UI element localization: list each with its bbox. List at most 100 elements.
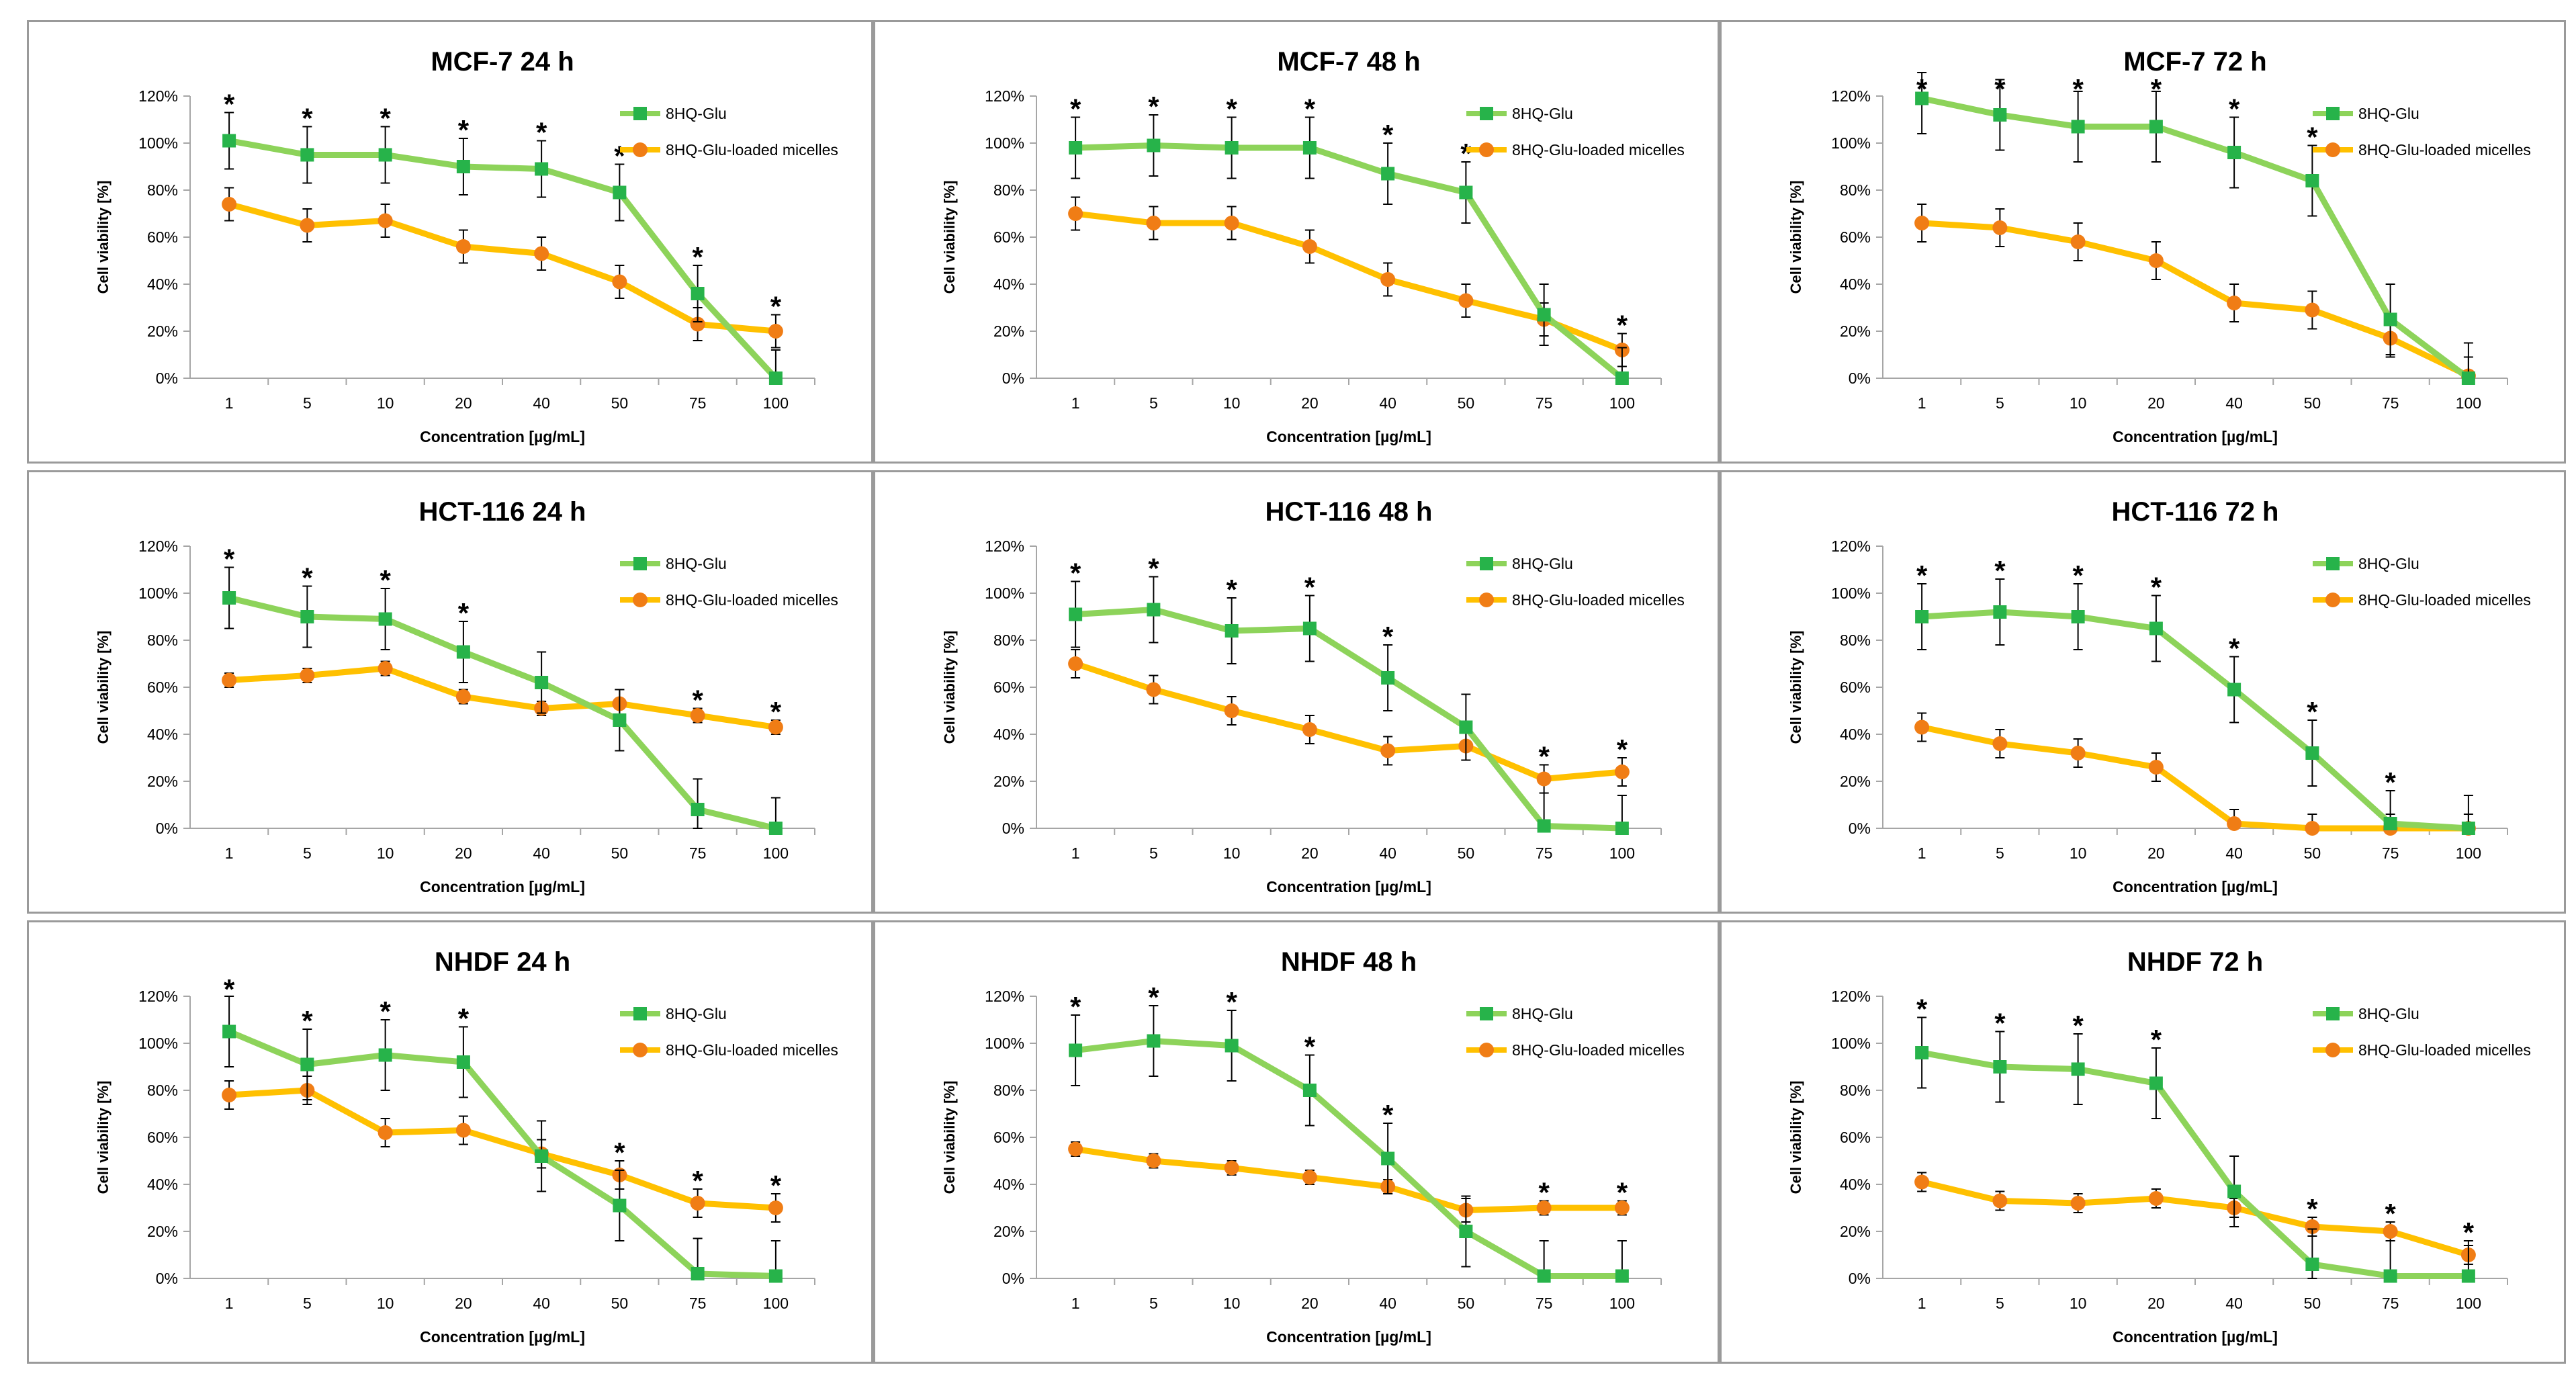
x-tick-label: 100 xyxy=(1609,1295,1635,1312)
y-tick-label: 80% xyxy=(1840,181,1871,199)
series-line xyxy=(1918,220,2472,379)
x-tick-label: 10 xyxy=(377,1295,394,1312)
data-point xyxy=(2305,821,2320,836)
data-point xyxy=(2305,302,2320,318)
significance-asterisk: * xyxy=(1382,1099,1394,1131)
significance-asterisk: * xyxy=(224,543,235,575)
y-tick-label: 0% xyxy=(1849,820,1871,837)
data-point xyxy=(455,689,471,704)
data-point xyxy=(690,1196,705,1211)
data-point xyxy=(2383,817,2397,830)
y-tick-label: 100% xyxy=(985,584,1024,602)
x-tick-label: 10 xyxy=(1223,1295,1241,1312)
x-tick-label: 40 xyxy=(1379,394,1396,412)
data-point xyxy=(613,713,627,727)
series-micelles xyxy=(1914,204,2476,384)
series-8hq-glu xyxy=(1915,578,2475,835)
significance-asterisk: * xyxy=(692,241,703,273)
y-tick-label: 120% xyxy=(1831,87,1871,105)
data-point xyxy=(300,148,314,162)
legend-marker-micelles xyxy=(633,593,648,607)
data-point xyxy=(768,822,783,835)
significance-asterisk: * xyxy=(2229,93,2240,125)
y-tick-label: 100% xyxy=(1831,134,1871,152)
data-point xyxy=(2383,1269,2397,1283)
x-tick-label: 10 xyxy=(2070,1295,2087,1312)
series-line xyxy=(1072,1038,1626,1279)
y-tick-label: 80% xyxy=(993,181,1024,199)
data-point xyxy=(456,160,470,173)
series-8hq-glu xyxy=(1915,1016,2475,1283)
data-point xyxy=(1146,1153,1161,1168)
significance-asterisk: * xyxy=(1916,994,1928,1025)
significance-asterisk: * xyxy=(2151,1024,2162,1055)
data-point xyxy=(377,1125,393,1140)
data-point xyxy=(1614,1200,1630,1215)
chart-title: NHDF 24 h xyxy=(435,947,570,977)
significance-asterisk: * xyxy=(1226,574,1237,605)
legend-marker-8hq-glu xyxy=(2326,107,2340,120)
data-point xyxy=(1302,239,1317,254)
data-point xyxy=(1225,141,1239,155)
chart-panel: HCT-116 24 h 0% 20% 40% 60% 80% 100% 120% 1 5 10 20… xyxy=(27,470,873,914)
data-point xyxy=(690,708,705,723)
data-point xyxy=(1381,671,1395,685)
legend: 8HQ-Glu 8HQ-Glu-loaded micelles xyxy=(620,555,838,609)
y-tick-label: 60% xyxy=(1840,679,1871,696)
significance-asterisk: * xyxy=(458,597,470,629)
significance-asterisk: * xyxy=(1538,741,1550,773)
data-point xyxy=(2305,174,2319,187)
y-axis-label: Cell viability [%] xyxy=(1787,631,1804,744)
data-point xyxy=(535,1149,549,1163)
chart-panel: NHDF 72 h 0% 20% 40% 60% 80% 100% 120% 1 5 10 20 40 5… xyxy=(1720,920,2566,1364)
series-8hq-glu xyxy=(1069,576,1629,835)
x-tick-label: 50 xyxy=(611,394,629,412)
y-tick-label: 80% xyxy=(993,631,1024,649)
data-point xyxy=(2227,1184,2241,1198)
data-point xyxy=(377,661,393,676)
significance-asterisk: * xyxy=(2072,560,2084,591)
y-tick-label: 120% xyxy=(985,537,1024,555)
x-tick-label: 75 xyxy=(2382,1295,2399,1312)
y-tick-label: 20% xyxy=(1840,1223,1871,1240)
significance-asterisk: * xyxy=(380,564,391,596)
x-tick-label: 20 xyxy=(2147,844,2165,862)
x-tick-label: 1 xyxy=(1918,1295,1926,1312)
data-point xyxy=(300,1057,314,1071)
x-tick-label: 20 xyxy=(1301,1295,1319,1312)
chart-panel: HCT-116 72 h 0% 20% 40% 60% 80% 100% 120% 1 5 10 20… xyxy=(1720,470,2566,914)
legend-marker-micelles xyxy=(633,142,648,157)
data-point xyxy=(2461,1269,2475,1283)
significance-asterisk: * xyxy=(692,685,703,716)
data-point xyxy=(1915,1046,1929,1059)
legend-marker-8hq-glu xyxy=(2326,1007,2340,1020)
y-tick-label: 20% xyxy=(993,1223,1024,1240)
x-tick-label: 1 xyxy=(1071,844,1080,862)
data-point xyxy=(768,719,783,735)
legend-label-micelles: 8HQ-Glu-loaded micelles xyxy=(666,1041,838,1059)
x-tick-label: 40 xyxy=(533,1295,550,1312)
x-tick-label: 75 xyxy=(1536,1295,1553,1312)
data-point xyxy=(1536,771,1552,787)
data-point xyxy=(768,371,783,385)
series-line xyxy=(1072,142,1626,382)
y-tick-label: 20% xyxy=(993,322,1024,340)
legend: 8HQ-Glu 8HQ-Glu-loaded micelles xyxy=(620,1005,838,1059)
significance-asterisk: * xyxy=(2072,73,2084,105)
significance-asterisk: * xyxy=(1994,1008,2006,1039)
significance-asterisk: * xyxy=(302,103,313,134)
line-chart: MCF-7 48 h 0% 20% 40% 60% 80% 100% 120% 1 5 10 20 40… xyxy=(941,47,1685,445)
x-axis-label: Concentration [µg/mL] xyxy=(2113,878,2278,895)
legend-marker-micelles xyxy=(2325,142,2340,157)
y-tick-label: 0% xyxy=(1002,820,1024,837)
y-tick-label: 0% xyxy=(156,1270,178,1287)
legend-label-micelles: 8HQ-Glu-loaded micelles xyxy=(1512,141,1685,159)
y-axis-label: Cell viability [%] xyxy=(941,631,958,744)
x-axis-label: Concentration [µg/mL] xyxy=(420,1328,585,1346)
data-point xyxy=(2227,296,2242,310)
significance-asterisk: * xyxy=(2072,1010,2084,1041)
y-tick-label: 60% xyxy=(993,228,1024,246)
y-tick-label: 20% xyxy=(147,1223,178,1240)
y-tick-label: 20% xyxy=(1840,322,1871,340)
